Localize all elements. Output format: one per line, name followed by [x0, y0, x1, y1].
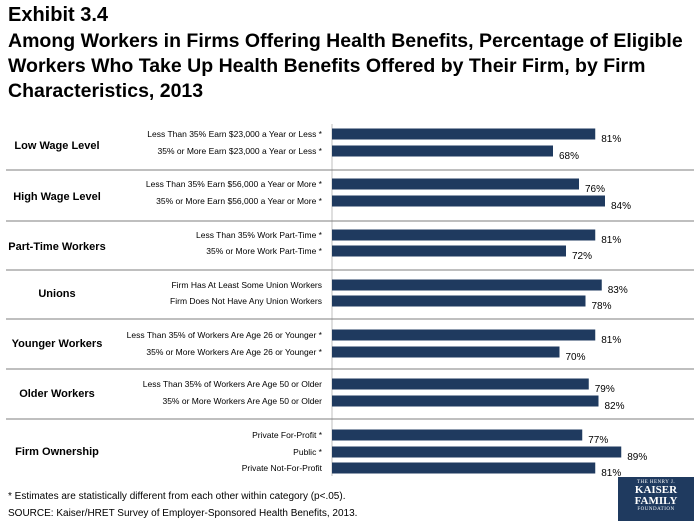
- group-label: High Wage Level: [13, 191, 101, 203]
- category-label: Less Than 35% Earn $56,000 a Year or Mor…: [146, 179, 323, 189]
- source-note: SOURCE: Kaiser/HRET Survey of Employer-S…: [8, 508, 358, 519]
- logo-line-4: FOUNDATION: [637, 507, 675, 512]
- data-label: 84%: [611, 201, 631, 212]
- category-label: 35% or More Work Part-Time *: [206, 246, 322, 256]
- data-label: 89%: [627, 452, 647, 463]
- category-label: Firm Does Not Have Any Union Workers: [170, 296, 322, 306]
- bar: [332, 229, 596, 241]
- data-label: 68%: [559, 151, 579, 162]
- data-label: 83%: [608, 285, 628, 296]
- category-label: 35% or More Workers Are Age 26 or Younge…: [146, 347, 322, 357]
- group-label: Younger Workers: [12, 338, 103, 350]
- data-label: 81%: [601, 468, 621, 479]
- category-label: 35% or More Earn $23,000 a Year or Less …: [158, 146, 323, 156]
- bar: [332, 395, 599, 407]
- data-label: 70%: [566, 352, 586, 363]
- category-label: 35% or More Workers Are Age 50 or Older: [162, 396, 322, 406]
- chart-title: Among Workers in Firms Offering Health B…: [8, 30, 683, 102]
- bar: [332, 279, 602, 291]
- data-label: 82%: [605, 401, 625, 412]
- bar: [332, 346, 560, 358]
- group-label: Older Workers: [19, 388, 95, 400]
- data-label: 77%: [588, 435, 608, 446]
- category-label: Private For-Profit *: [252, 430, 323, 440]
- category-label: Less Than 35% Work Part-Time *: [196, 230, 323, 240]
- category-label: Private Not-For-Profit: [242, 463, 323, 473]
- data-label: 78%: [592, 301, 612, 312]
- logo-line-2: KAISER: [634, 484, 678, 496]
- data-label: 81%: [601, 235, 621, 246]
- category-label: Less Than 35% Earn $23,000 a Year or Les…: [147, 129, 322, 139]
- bar: [332, 178, 579, 190]
- bar: [332, 195, 605, 207]
- kaiser-logo: THE HENRY J. KAISER FAMILY FOUNDATION: [618, 477, 694, 521]
- data-label: 76%: [585, 184, 605, 195]
- bar: [332, 245, 566, 257]
- category-label: 35% or More Earn $56,000 a Year or More …: [156, 196, 323, 206]
- group-label: Part-Time Workers: [8, 241, 105, 253]
- footnote: * Estimates are statistically different …: [8, 491, 346, 502]
- category-label: Less Than 35% of Workers Are Age 26 or Y…: [127, 330, 323, 340]
- group-label: Unions: [38, 288, 75, 300]
- category-label: Public *: [293, 447, 323, 457]
- group-label: Firm Ownership: [15, 446, 99, 458]
- bar: [332, 145, 553, 157]
- data-label: 79%: [595, 384, 615, 395]
- category-label: Less Than 35% of Workers Are Age 50 or O…: [143, 379, 322, 389]
- bar: [332, 295, 586, 307]
- data-label: 81%: [601, 335, 621, 346]
- group-label: Low Wage Level: [14, 140, 99, 152]
- bar: [332, 446, 622, 458]
- bar: [332, 128, 596, 140]
- bar: [332, 329, 596, 341]
- category-label: Firm Has At Least Some Union Workers: [171, 280, 322, 290]
- exhibit-label: Exhibit 3.4: [8, 4, 109, 26]
- bar: [332, 429, 583, 441]
- data-label: 72%: [572, 251, 592, 262]
- bar: [332, 462, 596, 474]
- logo-line-3: FAMILY: [634, 495, 678, 507]
- logo-line-1: THE HENRY J.: [636, 480, 676, 485]
- bar: [332, 378, 589, 390]
- data-label: 81%: [601, 134, 621, 145]
